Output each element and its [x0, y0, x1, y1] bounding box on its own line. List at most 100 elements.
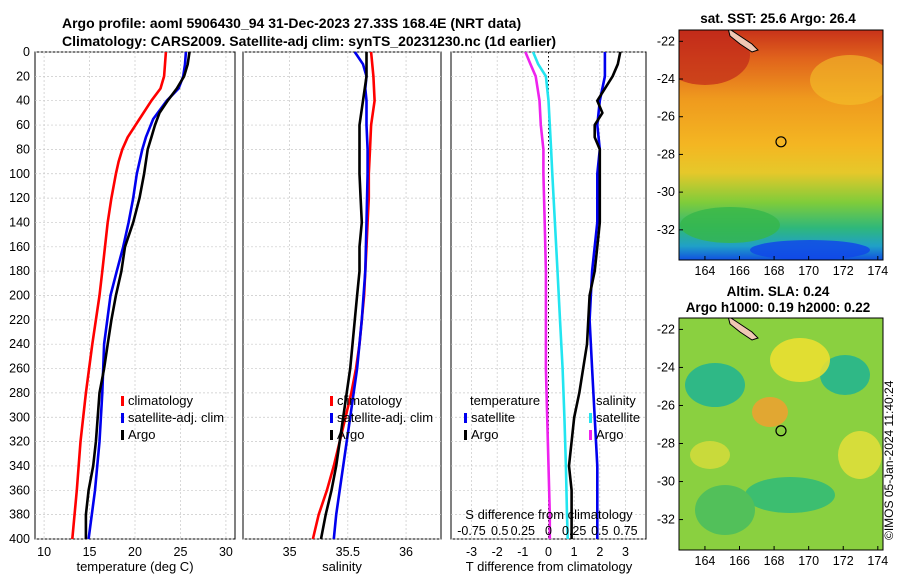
depth-tick-label: 380	[9, 508, 30, 522]
legend-argo-label: Argo	[337, 427, 364, 442]
depth-tick-label: 280	[9, 386, 30, 400]
map-y-tick-label: -24	[657, 72, 675, 86]
figure-title-line2: Climatology: CARS2009. Satellite-adj cli…	[62, 33, 556, 49]
depth-tick-label: 100	[9, 167, 30, 181]
map-x-tick-label: 172	[833, 264, 854, 278]
salinity-lines	[311, 51, 376, 540]
sla-low-3	[745, 477, 835, 513]
legend-satellite-label: satellite-adj. clim	[128, 410, 224, 425]
legend-temp-argo-label: Argo	[471, 427, 498, 442]
map-y-tick-label: -22	[657, 322, 675, 336]
legend-salinity-title: salinity	[596, 393, 636, 408]
map-y-tick-label: -26	[657, 398, 675, 412]
temperature-difference-legend: temperature satellite Argo	[464, 393, 540, 442]
top-tick-label: 0	[545, 524, 552, 538]
salinity-tick-labels: 35 35.5 36	[283, 545, 413, 559]
top-tick-label: 0.25	[562, 524, 586, 538]
map-y-tick-label: -30	[657, 475, 675, 489]
legend-climatology-swatch	[330, 396, 333, 406]
sst-green-patch	[680, 207, 780, 243]
temperature-panel: 0 20 40 60 80 100 120 140 160 180 200 220 240 260 280 3…	[9, 45, 236, 574]
difference-tick-labels: -3 -2 -1 0 1 2 3	[466, 545, 629, 559]
sst-yellow-patch	[810, 55, 883, 105]
sla-low-4	[695, 485, 755, 535]
depth-tick-label: 360	[9, 483, 30, 497]
difference-panel: -3 -2 -1 0 1 2 3 T difference from climatology…	[450, 51, 647, 574]
top-tick-label: 0.75	[613, 524, 637, 538]
map-x-tick-label: 168	[764, 264, 785, 278]
x-tick-label: 1	[571, 545, 578, 559]
depth-tick-label: 300	[9, 410, 30, 424]
sla-high-1	[770, 338, 830, 382]
depth-tick-label: 40	[16, 94, 30, 108]
difference-xlabel: T difference from climatology	[466, 559, 633, 574]
map-x-tick-label: 174	[867, 264, 888, 278]
depth-tick-label: 400	[9, 532, 30, 546]
series-line-argo	[84, 51, 191, 539]
depth-tick-label: 140	[9, 215, 30, 229]
x-tick-label: -3	[466, 545, 477, 559]
top-tick-label: 0.5	[491, 524, 508, 538]
argo-position-marker	[775, 136, 787, 148]
x-tick-label: 30	[219, 545, 233, 559]
legend-argo-swatch	[121, 430, 124, 440]
legend-climatology-label: climatology	[337, 393, 403, 408]
map-x-tick-label: 164	[695, 264, 716, 278]
map-y-tick-label: -30	[657, 185, 675, 199]
series-line-climatology	[71, 51, 168, 540]
imos-timestamp: ©IMOS 05-Jan-2024 11:40:24	[882, 380, 896, 540]
depth-tick-label: 180	[9, 264, 30, 278]
temperature-lines	[71, 51, 191, 540]
temperature-tick-labels: 10 15 20 25 30	[37, 545, 233, 559]
difference-top-label: S difference from climatology	[465, 507, 633, 522]
depth-tick-label: 120	[9, 191, 30, 205]
sla-high-4	[690, 441, 730, 469]
series-line-satellite-adj-clim	[87, 51, 188, 540]
sla-high-2	[752, 397, 788, 427]
legend-sal-argo-swatch	[589, 430, 592, 440]
sst-blue-patch	[750, 240, 870, 260]
legend-sal-satellite-swatch	[589, 413, 592, 423]
depth-tick-label: 0	[23, 45, 30, 59]
x-tick-label: 10	[37, 545, 51, 559]
map-x-tick-label: 164	[695, 554, 716, 568]
x-tick-label: 3	[622, 545, 629, 559]
sla-map-frame	[678, 317, 884, 551]
series-line-salinity-satellite	[531, 51, 569, 540]
salinity-xlabel: salinity	[322, 559, 362, 574]
x-tick-label: 0	[545, 545, 552, 559]
x-tick-label: 35.5	[336, 545, 360, 559]
salinity-difference-tick-labels: -0.75 0.5 0.25 0 0.25 0.5 0.75	[457, 524, 637, 538]
map-y-tick-label: -32	[657, 513, 675, 527]
legend-temp-argo-swatch	[464, 430, 467, 440]
x-tick-label: 36	[399, 545, 413, 559]
top-tick-label: -0.75	[457, 524, 486, 538]
sla-map-tick-labels: 164 166 168 170 172 174 -22 -24 -26 -28 -30 -32	[657, 322, 888, 568]
legend-argo-swatch	[330, 430, 333, 440]
top-tick-label: 0.5	[591, 524, 608, 538]
map-x-tick-label: 170	[798, 264, 819, 278]
salinity-difference-legend: salinity satellite Argo	[589, 393, 640, 442]
temperature-legend: climatology satellite-adj. clim Argo	[121, 393, 224, 442]
legend-temperature-title: temperature	[470, 393, 540, 408]
legend-temp-satellite-label: satellite	[471, 410, 515, 425]
temperature-xlabel: temperature (deg C)	[76, 559, 193, 574]
new-caledonia-land-icon	[727, 30, 759, 53]
map-x-tick-label: 172	[833, 554, 854, 568]
salinity-grid	[243, 51, 441, 540]
x-tick-label: -2	[492, 545, 503, 559]
depth-tick-labels: 0 20 40 60 80 100 120 140 160 180 200 220 240 260 280 3…	[9, 45, 30, 546]
x-tick-label: 20	[128, 545, 142, 559]
salinity-panel: 35 35.5 36 salinity climatology satellite-…	[242, 51, 442, 574]
legend-satellite-swatch	[121, 413, 124, 423]
sla-low-1	[685, 363, 745, 407]
legend-satellite-label: satellite-adj. clim	[337, 410, 433, 425]
depth-tick-label: 320	[9, 435, 30, 449]
map-y-tick-label: -24	[657, 360, 675, 374]
x-tick-label: 15	[83, 545, 97, 559]
map-x-tick-label: 168	[764, 554, 785, 568]
depth-tick-label: 60	[16, 118, 30, 132]
difference-lines	[524, 51, 622, 540]
depth-tick-label: 20	[16, 69, 30, 83]
